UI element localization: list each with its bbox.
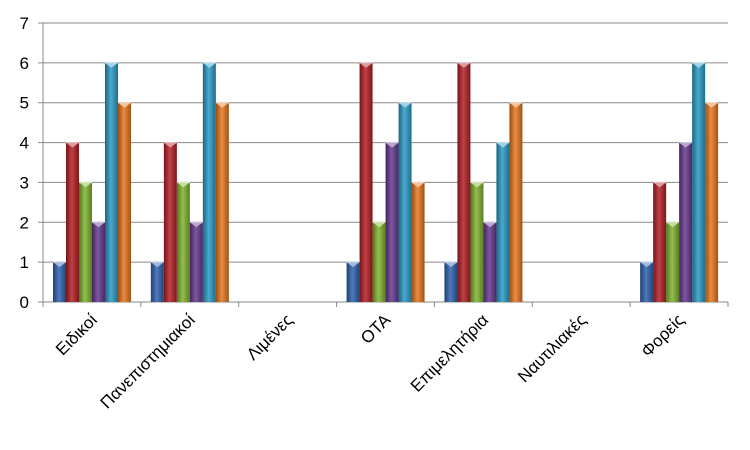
bar [346, 261, 360, 302]
x-tick-label: Ειδικοί [52, 310, 101, 359]
bar [483, 221, 497, 302]
bar [411, 181, 425, 302]
bar [176, 181, 190, 302]
bar [92, 221, 105, 302]
bar [105, 62, 118, 302]
bar [470, 181, 484, 302]
x-tick-label: Πανεπιστημιακοί [97, 310, 199, 412]
bar [679, 142, 693, 302]
y-tick-label: 6 [20, 54, 29, 73]
x-tick-label: Επιμελητήρια [407, 310, 492, 395]
bar [705, 102, 719, 302]
bar [215, 102, 229, 302]
bar [163, 142, 177, 302]
bar [359, 62, 373, 302]
y-tick-label: 3 [20, 173, 29, 192]
y-tick-label: 7 [20, 14, 29, 33]
x-tick-label: Ναυτιλιακές [514, 310, 590, 386]
bar [457, 62, 471, 302]
y-axis: 0 1 2 3 4 5 6 7 [20, 14, 44, 312]
bar [118, 102, 131, 302]
bars [53, 62, 719, 302]
x-tick-label: Φορείς [638, 310, 688, 360]
y-tick-label: 4 [20, 134, 29, 153]
bar [79, 181, 92, 302]
bar [202, 62, 216, 302]
y-tick-label: 1 [20, 253, 29, 272]
bar [150, 261, 164, 302]
y-tick-label: 2 [20, 213, 29, 232]
bar [496, 142, 510, 302]
bar [653, 181, 667, 302]
bar [398, 102, 412, 302]
y-tick-label: 0 [20, 293, 29, 312]
bar [444, 261, 458, 302]
bar [509, 102, 523, 302]
bar [692, 62, 706, 302]
bar [385, 142, 399, 302]
bar [372, 221, 386, 302]
x-tick-label: ΟΤΑ [357, 310, 395, 348]
bar [640, 261, 654, 302]
bar [66, 142, 79, 302]
bar [189, 221, 203, 302]
bar [53, 261, 66, 302]
x-tick-label: Λιμένες [243, 310, 297, 364]
y-tick-label: 5 [20, 94, 29, 113]
bar [666, 221, 680, 302]
